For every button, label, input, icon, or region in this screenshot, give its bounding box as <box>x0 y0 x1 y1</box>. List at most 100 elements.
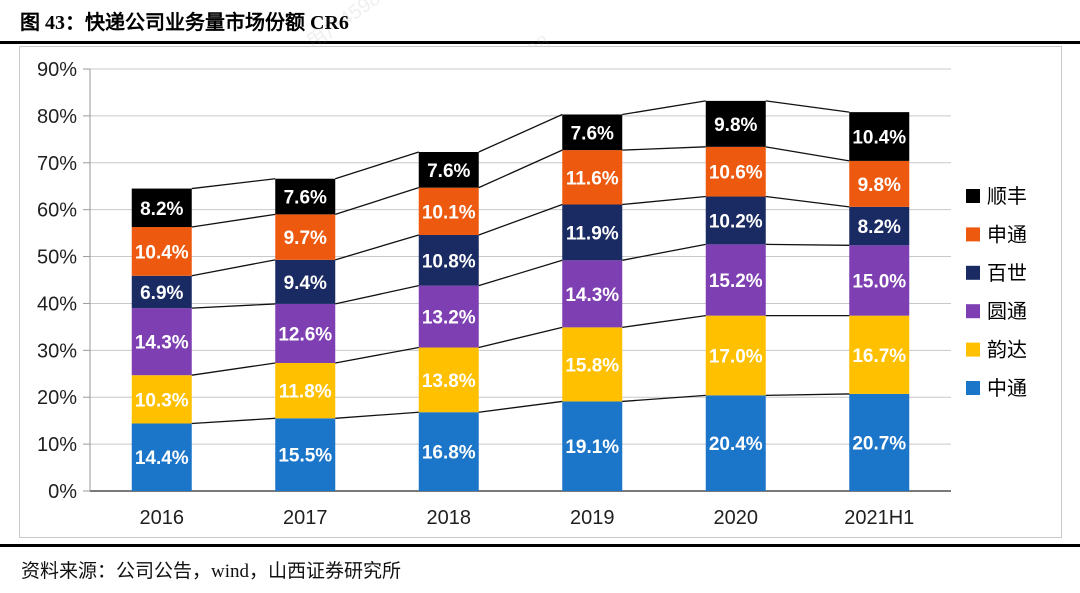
bar-segment-label: 10.1% <box>422 202 476 223</box>
bar-segment-label: 13.2% <box>422 308 476 329</box>
bar-segment-label: 8.2% <box>858 217 901 238</box>
bar-segment-顺丰 <box>131 188 192 228</box>
bar-segment-百世 <box>275 259 336 304</box>
bar-segment-申通 <box>849 160 910 207</box>
bar-segment-申通 <box>131 227 192 276</box>
bar-segment-顺丰 <box>705 100 766 147</box>
bar-segment-百世 <box>705 196 766 245</box>
bar-segment-label: 16.8% <box>422 443 476 464</box>
bar-segment-label: 20.4% <box>709 434 763 455</box>
series-connector-line <box>622 146 706 151</box>
legend-swatch-百世 <box>966 265 980 280</box>
bar-segment-韵达 <box>705 315 766 396</box>
bar-segment-顺丰 <box>418 151 479 188</box>
bar-segment-申通 <box>275 214 336 260</box>
y-axis-label: 20% <box>37 387 77 409</box>
bar-segment-label: 16.7% <box>852 346 906 367</box>
legend-label: 申通 <box>987 223 1027 246</box>
series-connector-line <box>335 346 419 364</box>
figure-title: 图 43：快递公司业务量市场份额 CR6 <box>20 12 349 34</box>
bar-segment-申通 <box>705 146 766 197</box>
legend-swatch-申通 <box>966 227 980 242</box>
legend-label: 中通 <box>987 377 1027 400</box>
bar-segment-label: 11.9% <box>566 223 619 244</box>
y-axis-label: 80% <box>37 106 77 128</box>
y-axis-label: 90% <box>37 59 77 81</box>
bar-segment-顺丰 <box>849 112 910 161</box>
series-connector-line <box>335 284 419 305</box>
bar-segment-圆通 <box>131 308 192 376</box>
series-connector-line <box>765 243 850 246</box>
bar-segment-韵达 <box>418 347 479 413</box>
legend-swatch-中通 <box>966 381 980 395</box>
bar-segment-label: 10.3% <box>135 390 189 411</box>
bar-segment-百世 <box>562 204 623 261</box>
legend-swatch-顺丰 <box>966 189 980 203</box>
bar-segment-label: 11.6% <box>566 168 619 189</box>
bar-segment-label: 15.8% <box>565 355 619 376</box>
x-axis-label: 2020 <box>714 507 759 529</box>
series-connector-line <box>335 151 419 180</box>
bar-segment-label: 20.7% <box>852 433 906 454</box>
bar-segment-label: 14.3% <box>565 285 619 306</box>
bar-segment-中通 <box>275 418 336 491</box>
bar-segment-label: 9.4% <box>284 273 327 294</box>
x-axis-label: 2018 <box>427 507 472 529</box>
legend-swatch-圆通 <box>966 304 980 319</box>
bar-segment-中通 <box>562 401 623 491</box>
bar-segment-label: 14.3% <box>135 333 189 354</box>
bar-segment-圆通 <box>849 245 910 316</box>
bar-segment-label: 10.2% <box>709 211 763 232</box>
series-connector-line <box>622 100 706 116</box>
series-connector-line <box>765 100 850 113</box>
bar-segment-label: 9.8% <box>714 115 757 136</box>
series-connector-line <box>191 259 276 277</box>
series-connector-line <box>765 195 850 208</box>
bar-segment-申通 <box>418 187 479 235</box>
series-connector-line <box>335 187 419 215</box>
series-connector-line <box>478 203 563 236</box>
bar-segment-label: 15.2% <box>709 271 763 292</box>
bar-segment-label: 13.8% <box>422 371 476 392</box>
bar-segment-label: 12.6% <box>278 324 332 345</box>
series-connector-line <box>478 149 563 189</box>
series-connector-line <box>191 303 276 309</box>
bar-segment-label: 17.0% <box>709 346 763 367</box>
x-axis-label: 2016 <box>140 507 185 529</box>
bar-segment-中通 <box>131 423 192 491</box>
x-axis-label: 2019 <box>570 507 615 529</box>
bar-segment-label: 11.8% <box>279 382 332 403</box>
series-connector-line <box>335 411 419 419</box>
bar-segment-label: 10.4% <box>135 242 189 263</box>
series-connector-line <box>191 417 276 425</box>
bar-segment-label: 7.6% <box>427 161 470 182</box>
series-connector-line <box>478 113 563 153</box>
legend-label: 百世 <box>987 262 1027 285</box>
bar-segment-中通 <box>418 412 479 491</box>
bar-segment-label: 8.2% <box>140 199 183 220</box>
y-axis-label: 0% <box>48 481 77 503</box>
bar-segment-申通 <box>562 150 623 205</box>
bar-segment-圆通 <box>705 244 766 316</box>
bar-segment-顺丰 <box>275 178 336 215</box>
series-connector-line <box>478 326 563 349</box>
legend-label: 韵达 <box>987 339 1027 362</box>
bar-segment-label: 10.6% <box>709 163 763 184</box>
y-axis-label: 40% <box>37 293 77 315</box>
series-connector-line <box>191 178 276 190</box>
stacked-bar-chart: 0% 10% 20% 30% 40% 50% 60% 70% 80% 90% 14.4% 15.5% 1… <box>37 59 1027 529</box>
bar-segment-label: 7.6% <box>284 188 327 209</box>
chart-area: 0% 10% 20% 30% 40% 50% 60% 70% 80% 90% 14.4% 15.5% 1… <box>19 46 1062 538</box>
source-divider <box>0 544 1080 547</box>
bar-segment-顺丰 <box>562 114 623 151</box>
series-connector-line <box>191 362 276 376</box>
bar-segment-中通 <box>705 395 766 491</box>
bar-segment-百世 <box>849 206 910 246</box>
bar-segment-韵达 <box>275 362 336 419</box>
series-connector-line <box>622 314 706 329</box>
series-connector-line <box>622 195 706 206</box>
y-axis-label: 50% <box>37 247 77 269</box>
series-connector-line <box>335 234 419 261</box>
bar-segment-label: 9.8% <box>858 175 901 196</box>
